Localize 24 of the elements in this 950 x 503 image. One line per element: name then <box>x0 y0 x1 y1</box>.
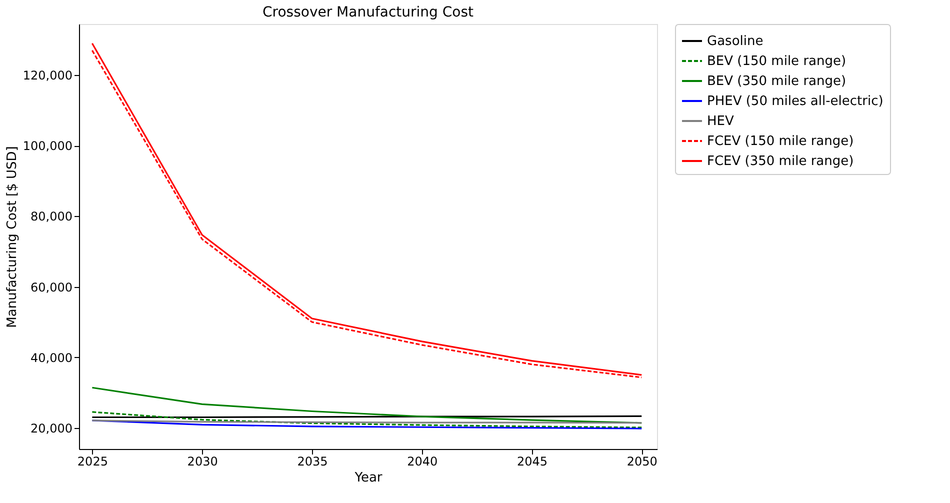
legend-label: FCEV (350 mile range) <box>707 154 854 169</box>
line-series <box>91 420 642 430</box>
y-tick-label: 80,000 <box>30 210 72 224</box>
chart-title: Crossover Manufacturing Cost <box>262 4 474 20</box>
x-tick-label: 2045 <box>516 454 548 468</box>
y-tick-label: 120,000 <box>22 68 72 83</box>
x-axis-title: Year <box>354 470 383 486</box>
legend-label: BEV (150 mile range) <box>707 54 846 69</box>
x-tick-label: 2040 <box>407 454 438 468</box>
x-tick-label: 2035 <box>297 454 328 468</box>
legend-label: BEV (350 mile range) <box>707 74 846 89</box>
legend-label: FCEV (150 mile range) <box>707 134 854 149</box>
x-tick-label: 2030 <box>187 454 218 468</box>
y-tick-label: 60,000 <box>30 280 72 294</box>
line-series <box>91 411 642 428</box>
y-axis-title: Manufacturing Cost [$ USD] <box>4 146 20 328</box>
y-tick-label: 40,000 <box>30 350 72 365</box>
legend-label: HEV <box>707 114 734 129</box>
y-tick-label: 100,000 <box>22 139 72 154</box>
legend-label: PHEV (50 miles all-electric) <box>707 94 884 109</box>
y-tick-label: 20,000 <box>30 421 72 436</box>
legend-label: Gasoline <box>707 34 764 49</box>
x-tick-label: 2050 <box>626 454 658 468</box>
x-tick-label: 2025 <box>77 454 108 468</box>
